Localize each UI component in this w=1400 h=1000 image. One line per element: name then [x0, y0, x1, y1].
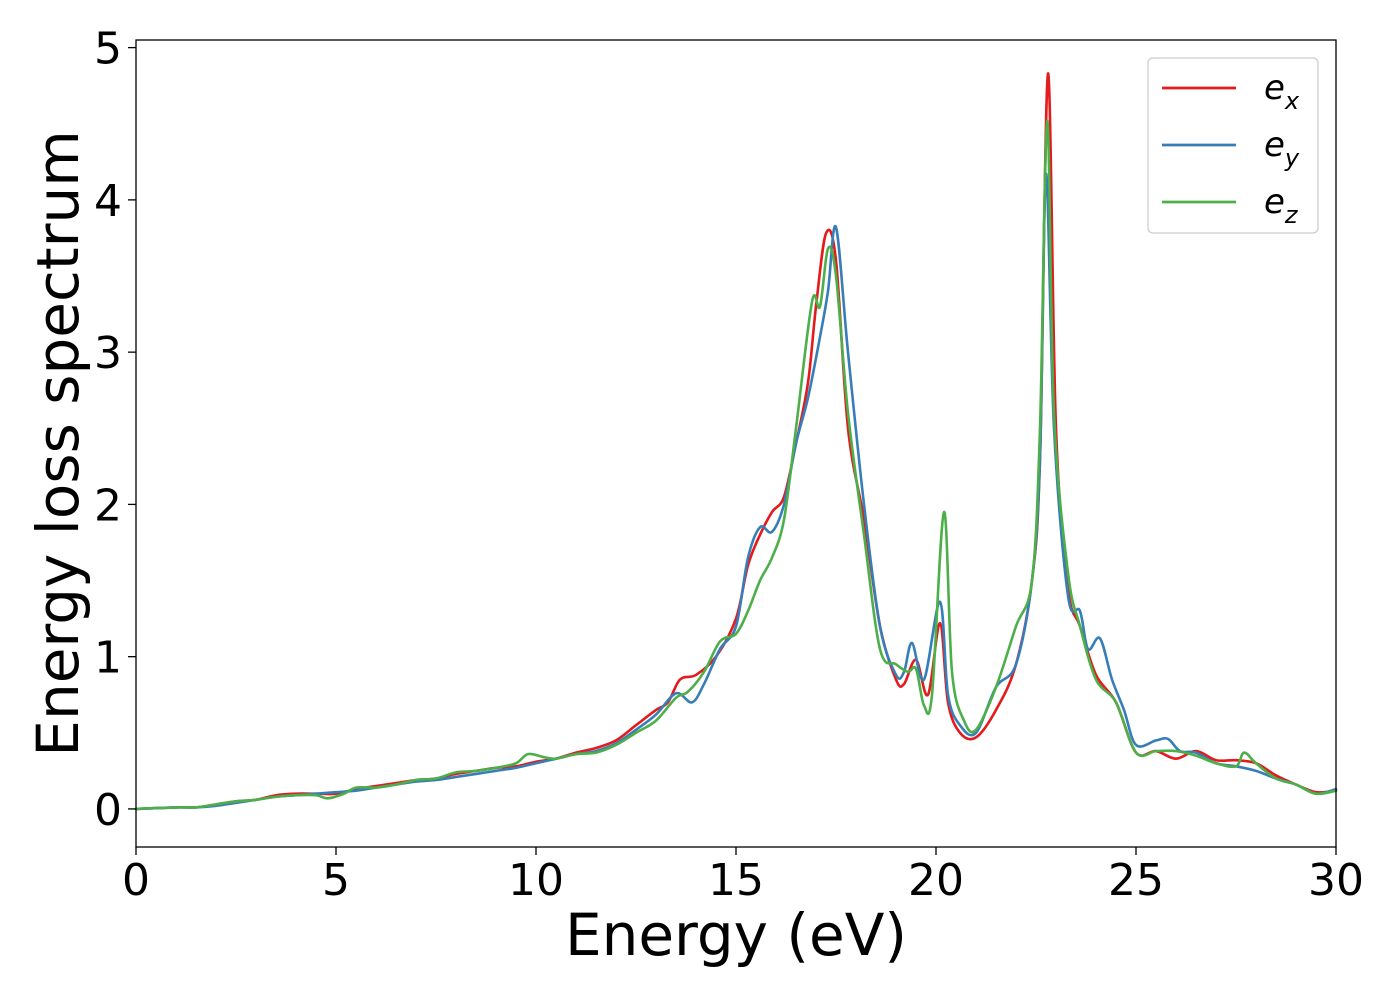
- legend-label-y: ey: [1264, 125, 1300, 172]
- y-tick-label: 0: [94, 785, 122, 836]
- legend-label-x: ex: [1264, 68, 1300, 115]
- y-tick-label: 1: [94, 633, 122, 684]
- x-tick-label: 30: [1308, 855, 1364, 906]
- y-tick-label: 5: [94, 24, 122, 75]
- legend-label-z: ez: [1264, 182, 1299, 229]
- x-tick-label: 0: [122, 855, 150, 906]
- x-tick-label: 10: [508, 855, 564, 906]
- x-axis-title: Energy (eV): [565, 901, 907, 969]
- legend: ex ey ez: [1147, 57, 1319, 234]
- x-tick-label: 20: [908, 855, 964, 906]
- x-tick-label: 25: [1108, 855, 1164, 906]
- y-axis: 0 1 2 3 4 5: [94, 24, 136, 836]
- y-tick-label: 4: [94, 176, 122, 227]
- x-tick-label: 5: [322, 855, 350, 906]
- series-layer: [134, 72, 1338, 811]
- y-axis-title: Energy loss spectrum: [24, 130, 92, 756]
- x-axis: 0 5 10 15 20 25 30: [122, 847, 1364, 906]
- x-tick-label: 15: [708, 855, 764, 906]
- y-tick-label: 2: [94, 480, 122, 531]
- series-line-y: [134, 172, 1338, 811]
- series-line-z: [134, 119, 1338, 811]
- y-tick-label: 3: [94, 328, 122, 379]
